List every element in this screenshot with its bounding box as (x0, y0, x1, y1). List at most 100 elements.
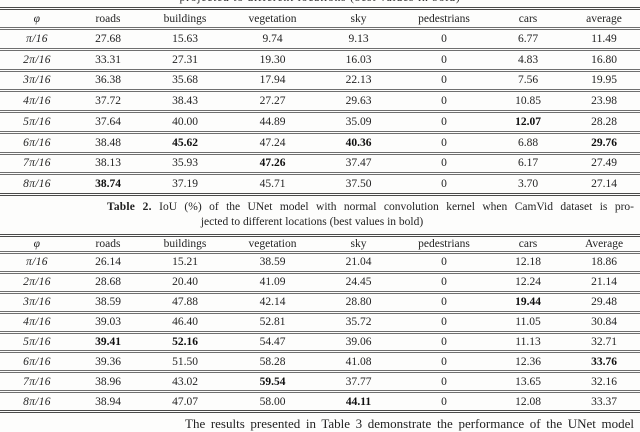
table-cell: 12.36 (488, 350, 568, 372)
table-cell: 58.28 (228, 350, 317, 372)
truncated-caption-text: projected to different locations (best v… (0, 0, 640, 5)
table-cell: 6.17 (488, 151, 568, 174)
row-label-phi: 3π/16 (0, 290, 74, 313)
table-cell: 44.89 (228, 110, 317, 133)
table-cell: 29.63 (317, 89, 400, 112)
table-cell: 21.14 (568, 270, 640, 293)
row-label-phi: π/16 (0, 27, 74, 50)
row-label-phi: 4π/16 (0, 310, 74, 332)
table-cell: 40.00 (142, 110, 228, 133)
table-cell: 45.71 (228, 172, 317, 195)
iou-table-2: φ roads buildings vegetation sky pedestrians c… (0, 234, 640, 413)
table-cell: 39.03 (74, 310, 142, 332)
table-cell: 35.68 (142, 68, 228, 91)
column-header-pedestrians: pedestrians (418, 12, 470, 25)
table-cell: 52.16 (142, 330, 228, 352)
table-cell: 47.07 (142, 390, 228, 412)
table-cell: 37.47 (317, 151, 400, 174)
table-cell: 0 (400, 290, 488, 313)
table-cell: 12.24 (488, 270, 568, 293)
row-label-phi: 7π/16 (0, 370, 74, 392)
table-2-body: π/16 26.14 15.21 38.59 21.04 0 12.18 18.86 2π/16… (0, 251, 640, 412)
table-cell: 0 (400, 27, 488, 50)
table-cell: 51.50 (142, 350, 228, 372)
table-cell: 0 (400, 390, 488, 412)
table-row: π/16 26.14 15.21 38.59 21.04 0 12.18 18.86 (0, 251, 640, 273)
column-header-vegetation: vegetation (248, 12, 297, 25)
table-cell: 42.14 (228, 290, 317, 313)
table-cell: 39.36 (74, 350, 142, 372)
table-row: 3π/16 36.38 35.68 17.94 22.13 0 7.56 19.95 (0, 68, 640, 91)
table-cell: 29.76 (568, 130, 640, 153)
table-cell: 38.59 (228, 251, 317, 273)
row-label-phi: 8π/16 (0, 390, 74, 412)
table-cell: 38.74 (74, 172, 142, 195)
table-cell: 22.13 (317, 68, 400, 91)
row-label-phi: 8π/16 (0, 172, 74, 195)
table-cell: 29.48 (568, 290, 640, 313)
table-cell: 0 (400, 151, 488, 174)
column-header-cars: cars (518, 238, 538, 250)
table-cell: 30.84 (568, 310, 640, 332)
table-cell: 38.94 (74, 390, 142, 412)
table-cell: 26.14 (74, 251, 142, 273)
table-cell: 0 (400, 89, 488, 112)
table-cell: 19.30 (228, 47, 317, 70)
table-cell: 24.45 (317, 270, 400, 293)
table-cell: 54.47 (228, 330, 317, 352)
row-label-phi: π/16 (0, 251, 74, 273)
table-1-body: π/16 27.68 15.63 9.74 9.13 0 6.77 11.49 2π/16 33.… (0, 27, 640, 195)
iou-table-1: φ roads buildings vegetation sky pedestrians c… (0, 7, 640, 196)
table-cell: 37.72 (74, 89, 142, 112)
table-cell: 38.96 (74, 370, 142, 392)
table-2-caption: Table 2. IoU (%) of the UNet model with … (0, 200, 640, 229)
table-cell: 47.88 (142, 290, 228, 313)
table-cell: 43.02 (142, 370, 228, 392)
table-cell: 0 (400, 330, 488, 352)
table-row: 4π/16 37.72 38.43 27.27 29.63 0 10.85 23.98 (0, 89, 640, 112)
column-header-buildings: buildings (163, 238, 207, 250)
truncated-caption-table1: projected to different locations (best v… (0, 0, 640, 5)
table-cell: 33.76 (568, 350, 640, 372)
row-label-phi: 2π/16 (0, 270, 74, 293)
table-cell: 0 (400, 350, 488, 372)
table-cell: 35.93 (142, 151, 228, 174)
table-cell: 0 (400, 310, 488, 332)
table-cell: 0 (400, 270, 488, 293)
table-row: 6π/16 39.36 51.50 58.28 41.08 0 12.36 33.76 (0, 350, 640, 372)
table-cell: 15.21 (142, 251, 228, 273)
row-label-phi: 5π/16 (0, 330, 74, 352)
column-header-phi: φ (33, 238, 41, 250)
column-header-phi: φ (33, 12, 41, 25)
table-cell: 39.41 (74, 330, 142, 352)
table-cell: 35.72 (317, 310, 400, 332)
table-cell: 12.18 (488, 251, 568, 273)
table-2-caption-line1: Table 2. IoU (%) of the UNet model with … (107, 200, 634, 215)
table-cell: 0 (400, 172, 488, 195)
table-cell: 17.94 (228, 68, 317, 91)
table-cell: 0 (400, 370, 488, 392)
table-cell: 41.09 (228, 270, 317, 293)
table-cell: 46.40 (142, 310, 228, 332)
table-cell: 19.95 (568, 68, 640, 91)
table-cell: 20.40 (142, 270, 228, 293)
body-paragraph: The results presented in Table 3 demonst… (185, 416, 634, 431)
table-cell: 45.62 (142, 130, 228, 153)
table-row: 6π/16 38.48 45.62 47.24 40.36 0 6.88 29.76 (0, 130, 640, 153)
row-label-phi: 3π/16 (0, 68, 74, 91)
table-row: 7π/16 38.13 35.93 47.26 37.47 0 6.17 27.49 (0, 151, 640, 174)
table-cell: 28.68 (74, 270, 142, 293)
table-cell: 21.04 (317, 251, 400, 273)
table-cell: 11.05 (488, 310, 568, 332)
table-cell: 35.09 (317, 110, 400, 133)
row-label-phi: 5π/16 (0, 110, 74, 133)
table-cell: 27.14 (568, 172, 640, 195)
column-header-buildings: buildings (163, 12, 207, 25)
row-label-phi: 6π/16 (0, 130, 74, 153)
table-row: π/16 27.68 15.63 9.74 9.13 0 6.77 11.49 (0, 27, 640, 50)
table-cell: 59.54 (228, 370, 317, 392)
table-cell: 0 (400, 110, 488, 133)
table-2-caption-line2: jected to different locations (best valu… (200, 215, 424, 228)
table-cell: 36.38 (74, 68, 142, 91)
table-cell: 12.07 (488, 110, 568, 133)
